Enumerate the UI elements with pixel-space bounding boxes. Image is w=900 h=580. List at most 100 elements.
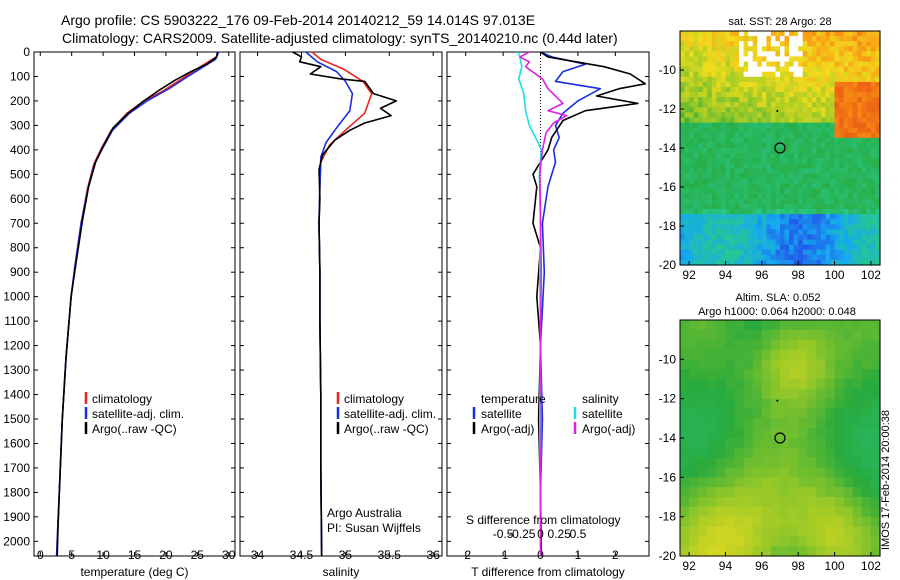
y-tick-label: 700 <box>10 216 30 230</box>
map-cell <box>789 349 799 360</box>
y-tick-label: -18 <box>659 510 677 524</box>
map-cell <box>789 546 799 557</box>
map-cell <box>830 178 836 185</box>
map-cell <box>720 66 726 73</box>
map-cell <box>807 168 813 174</box>
map-cell <box>802 51 808 57</box>
map-cell <box>766 259 772 266</box>
map-cell <box>680 183 686 190</box>
map-cell <box>725 183 731 190</box>
map-cell <box>784 219 790 225</box>
map-cell <box>680 438 690 449</box>
map-cell <box>743 132 749 139</box>
map-cell <box>752 168 758 174</box>
map-cell <box>789 408 799 419</box>
map-cell <box>702 244 708 251</box>
map-cell <box>716 71 722 78</box>
map-cell <box>693 51 699 57</box>
map-cell <box>702 56 708 63</box>
map-cell <box>793 142 799 149</box>
map-cell <box>802 132 808 139</box>
map-cell <box>830 132 836 139</box>
map-cell <box>734 122 740 129</box>
map-cell <box>730 168 736 174</box>
map-cell <box>716 173 722 180</box>
map-cell <box>866 117 872 124</box>
map-cell <box>852 204 858 210</box>
map-cell <box>734 198 740 205</box>
map-cell <box>775 142 781 149</box>
map-cell <box>698 173 704 180</box>
map-cell <box>875 76 881 83</box>
map-cell <box>716 379 727 390</box>
map-cell <box>825 31 831 37</box>
map-cell <box>716 320 727 331</box>
map-cell <box>680 122 686 129</box>
map-cell <box>689 224 695 230</box>
map-cell <box>680 219 686 225</box>
map-cell <box>720 163 726 169</box>
map-cell <box>693 234 699 241</box>
map-cell <box>834 173 840 180</box>
map-cell <box>807 224 813 230</box>
map-cell <box>752 193 758 200</box>
map-cell <box>734 112 740 119</box>
map-cell <box>816 117 822 124</box>
map-cell <box>716 349 727 360</box>
map-cell <box>757 254 763 261</box>
map-cell <box>689 254 695 261</box>
map-cell <box>743 148 749 154</box>
map-cell <box>857 87 863 93</box>
map-cell <box>711 209 717 215</box>
map-cell <box>843 219 849 225</box>
map-cell <box>857 102 863 108</box>
map-cell <box>816 457 827 469</box>
map-cell <box>711 137 717 144</box>
map-cell <box>870 193 876 200</box>
map-cell <box>825 224 831 230</box>
map-cell <box>770 132 776 139</box>
map-cell <box>780 178 786 185</box>
map-cell <box>680 447 690 459</box>
map-cell <box>789 153 795 159</box>
map-cell <box>689 163 695 169</box>
map-cell <box>870 46 876 52</box>
map-cell <box>793 117 799 124</box>
map-cell <box>757 46 763 52</box>
map-cell <box>752 477 763 488</box>
series-s-argo-adj- <box>519 51 568 556</box>
map-cell <box>802 254 808 261</box>
map-cell <box>716 438 727 449</box>
map-cell <box>861 497 872 508</box>
map-cell <box>707 388 717 400</box>
map-cell <box>720 76 726 83</box>
map-cell <box>843 122 849 129</box>
legend-label-s-argo: Argo(-adj) <box>582 422 635 436</box>
map-cell <box>802 56 808 63</box>
map-cell <box>689 467 699 478</box>
map-cell <box>689 193 695 200</box>
map-cell <box>870 254 876 261</box>
map-cell <box>725 137 731 144</box>
y-tick-label: 0 <box>23 45 30 59</box>
map-cell <box>852 51 858 57</box>
map-cell <box>789 92 795 98</box>
map-cell <box>816 163 822 169</box>
map-cell <box>807 117 813 124</box>
map-cell <box>843 56 849 63</box>
map-cell <box>870 546 881 557</box>
map-cell <box>816 107 822 113</box>
map-cell <box>757 56 763 63</box>
map-cell <box>866 259 872 266</box>
map-cell <box>698 36 704 42</box>
map-cell <box>730 92 736 98</box>
map-cell <box>798 418 808 429</box>
map-cell <box>780 447 790 459</box>
map-cell <box>870 102 876 108</box>
map-cell <box>830 127 836 134</box>
x-tick-label: 5 <box>68 548 75 562</box>
map-cell <box>689 388 699 400</box>
map-cell <box>848 102 854 108</box>
map-cell <box>752 349 763 360</box>
map-cell <box>793 61 799 68</box>
